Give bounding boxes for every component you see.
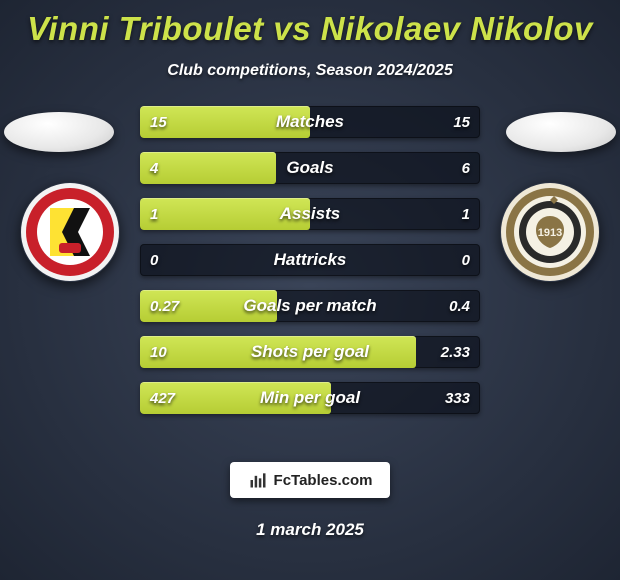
stat-label: Hattricks	[140, 244, 480, 276]
stat-bar: Goals per match0.270.4	[140, 290, 480, 322]
stat-value-right: 6	[452, 152, 480, 184]
stat-fill-left	[140, 198, 310, 230]
club-badge-right: 1913	[500, 182, 600, 282]
comparison-title: Vinni Triboulet vs Nikolaev Nikolov	[0, 0, 620, 48]
comparison-subtitle: Club competitions, Season 2024/2025	[0, 62, 620, 80]
stat-bar: Shots per goal102.33	[140, 336, 480, 368]
player-photo-right	[506, 112, 616, 152]
stat-value-right: 333	[435, 382, 480, 414]
stat-fill-left	[140, 290, 277, 322]
stat-bar: Min per goal427333	[140, 382, 480, 414]
stat-value-right: 15	[443, 106, 480, 138]
stat-fill-left	[140, 152, 276, 184]
stat-fill-left	[140, 382, 331, 414]
club-badge-left	[20, 182, 120, 282]
stat-bar: Goals46	[140, 152, 480, 184]
brand-label: FcTables.com	[274, 472, 373, 489]
stat-bar: Matches1515	[140, 106, 480, 138]
brand-link[interactable]: FcTables.com	[230, 462, 390, 498]
stat-value-right: 0.4	[439, 290, 480, 322]
bar-chart-icon	[248, 470, 268, 490]
svg-text:1913: 1913	[538, 227, 562, 239]
comparison-stage: 1913 Matches1515 Goals46 Assists11 Hattrick…	[0, 102, 620, 442]
comparison-date: 1 march 2025	[0, 520, 620, 540]
slavia-badge-icon: 1913	[500, 182, 600, 282]
botev-badge-icon	[20, 182, 120, 282]
stat-bar: Hattricks0 0	[140, 244, 480, 276]
stat-fill-left	[140, 336, 416, 368]
stat-value-left: 0	[140, 244, 168, 276]
stat-value-right: 2.33	[431, 336, 480, 368]
stat-fill-left	[140, 106, 310, 138]
stat-bar: Assists11	[140, 198, 480, 230]
stat-value-right: 0	[452, 244, 480, 276]
stat-bars: Matches1515 Goals46 Assists11 Hattricks0 0 Go…	[140, 106, 480, 414]
player-photo-left	[4, 112, 114, 152]
stat-value-right: 1	[452, 198, 480, 230]
